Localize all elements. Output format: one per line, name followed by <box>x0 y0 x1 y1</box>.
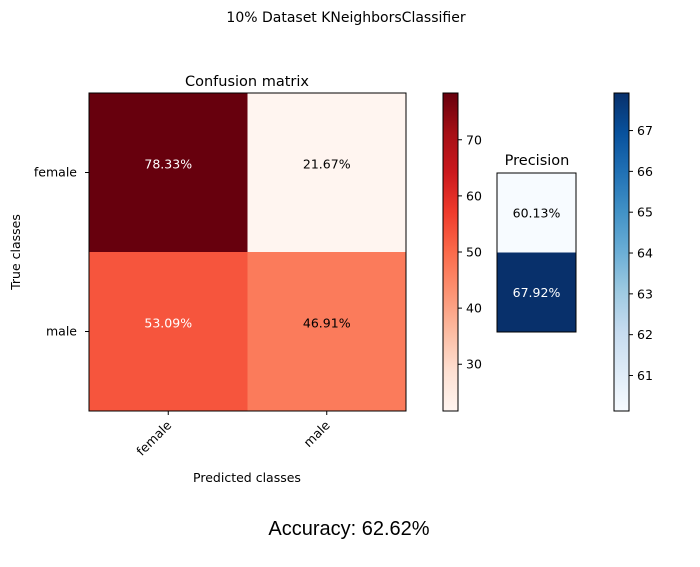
precision-frame <box>496 172 577 333</box>
reds-colorbar-ticks: 30 40 50 60 70 <box>458 132 482 372</box>
cm-cell-label: 53.09% <box>144 316 192 331</box>
blues-colorbar-tick-label: 61 <box>637 368 653 383</box>
reds-colorbar-tick-label: 50 <box>466 245 482 260</box>
blues-colorbar-tick-label: 65 <box>637 205 653 220</box>
reds-colorbar-tick-label: 70 <box>466 132 482 147</box>
y-tick-label: male <box>46 324 77 339</box>
cm-cell <box>247 93 407 253</box>
x-axis-label: Predicted classes <box>193 470 301 485</box>
reds-colorbar-tick-label: 40 <box>466 301 482 316</box>
reds-colorbar <box>442 92 459 412</box>
cm-cell <box>89 93 248 253</box>
accuracy-label: Accuracy: 62.62% <box>268 518 429 540</box>
reds-colorbar-tick-label: 30 <box>466 357 482 372</box>
blues-colorbar-tick-label: 62 <box>637 327 653 342</box>
precision-cell <box>497 252 576 333</box>
figure-title: 10% Dataset KNeighborsClassifier <box>226 10 465 26</box>
x-tick-label: male <box>300 417 333 450</box>
blues-colorbar-tick-label: 64 <box>637 246 653 261</box>
confusion-matrix-cells: 78.33% 21.67% 53.09% 46.91% <box>89 93 407 412</box>
confusion-matrix-frame <box>88 92 407 412</box>
cm-cell <box>247 252 407 412</box>
blues-colorbar-tick-label: 63 <box>637 286 653 301</box>
reds-colorbar-tick-label: 60 <box>466 188 482 203</box>
precision-title: Precision <box>505 153 570 169</box>
precision-cell-label: 60.13% <box>513 205 561 220</box>
blues-colorbar <box>613 92 630 412</box>
cm-cell-label: 78.33% <box>144 157 192 172</box>
blues-colorbar-tick-label: 66 <box>637 164 653 179</box>
precision-cell <box>497 173 576 253</box>
precision-cells: 60.13% 67.92% <box>497 173 576 333</box>
y-axis-label: True classes <box>8 214 23 291</box>
cm-cell-label: 21.67% <box>303 157 351 172</box>
blues-colorbar-tick-label: 67 <box>637 123 653 138</box>
cm-cell <box>89 252 248 412</box>
blues-colorbar-ticks: 61 62 63 64 65 66 67 <box>629 123 653 383</box>
y-tick-label: female <box>34 165 77 180</box>
confusion-matrix-title: Confusion matrix <box>185 74 309 90</box>
precision-cell-label: 67.92% <box>513 285 561 300</box>
x-tick-label: female <box>133 417 174 458</box>
cm-cell-label: 46.91% <box>303 316 351 331</box>
